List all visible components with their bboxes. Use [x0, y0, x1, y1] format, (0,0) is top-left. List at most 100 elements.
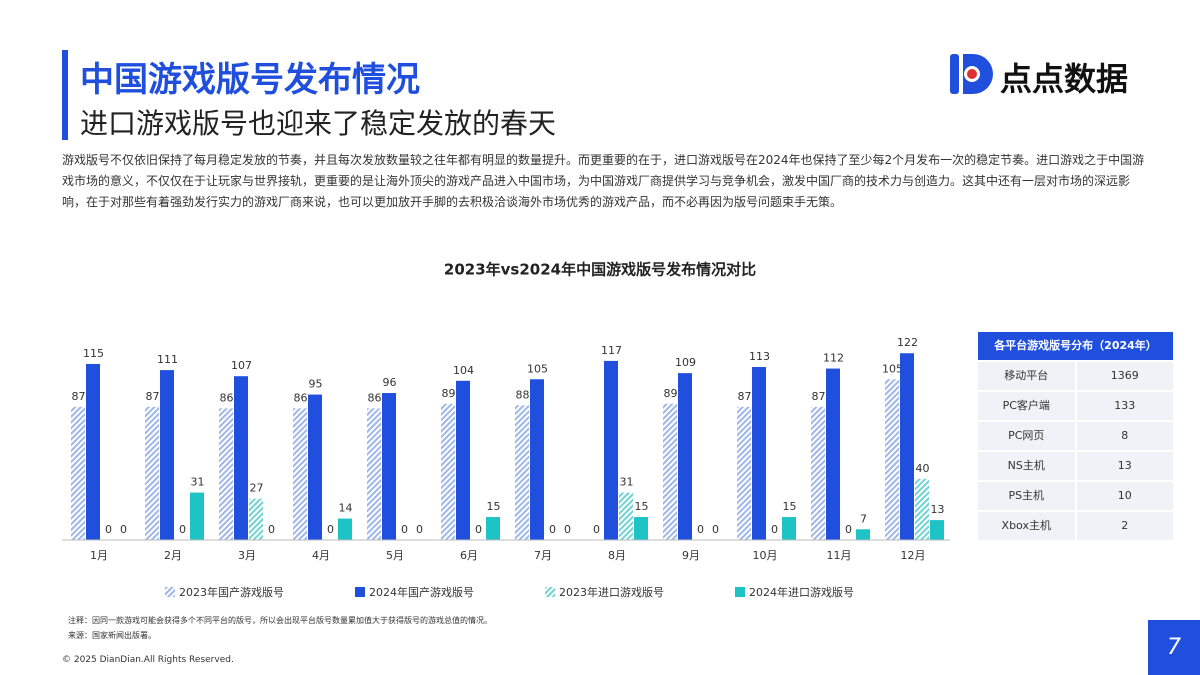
legend-swatch — [545, 587, 555, 597]
x-tick-label: 12月 — [901, 549, 926, 562]
data-label: 0 — [120, 523, 127, 536]
table: 各平台游戏版号分布（2024年） 移动平台 1369 PC客户端 133 PC网页 8 NS… — [978, 332, 1173, 540]
data-label: 31 — [620, 476, 634, 489]
data-label: 0 — [549, 523, 556, 536]
accent-bar — [62, 50, 68, 140]
legend-swatch — [165, 587, 175, 597]
data-label: 15 — [635, 500, 649, 513]
data-label: 0 — [593, 523, 600, 536]
data-label: 0 — [268, 523, 275, 536]
data-label: 86 — [368, 391, 382, 404]
table-cell: 133 — [1114, 399, 1136, 412]
data-label: 0 — [327, 523, 334, 536]
bar — [619, 492, 633, 540]
data-label: 95 — [309, 378, 323, 391]
bar — [71, 406, 85, 540]
table-cell: 13 — [1117, 459, 1132, 472]
data-label: 14 — [339, 502, 353, 515]
data-label: 15 — [487, 500, 501, 513]
subtitle: 进口游戏版号也迎来了稳定发放的春天 — [80, 107, 557, 140]
data-label: 96 — [383, 376, 397, 389]
bar — [367, 408, 381, 540]
x-tick-label: 8月 — [608, 549, 626, 562]
data-label: 0 — [564, 523, 571, 536]
bar — [515, 405, 529, 540]
data-label: 109 — [675, 356, 696, 369]
data-label: 111 — [157, 353, 178, 366]
bar — [234, 376, 248, 540]
table-cell: 1369 — [1110, 369, 1139, 382]
data-label: 87 — [738, 390, 752, 403]
table-cell: 移动平台 — [978, 362, 1077, 390]
copyright: © 2025 DianDian.All Rights Reserved. — [62, 655, 234, 665]
data-label: 27 — [250, 482, 264, 495]
legend-swatch — [735, 587, 745, 597]
table-cell: 10 — [1117, 489, 1132, 502]
x-tick-label: 2月 — [164, 549, 182, 562]
data-label: 86 — [294, 391, 308, 404]
bar — [885, 379, 899, 540]
data-label: 0 — [712, 523, 719, 536]
data-label: 0 — [697, 523, 704, 536]
bar — [219, 408, 233, 540]
legend-label: 2024年进口游戏版号 — [749, 585, 854, 599]
x-tick-label: 10月 — [753, 549, 778, 562]
table-cell: 2 — [1121, 519, 1129, 532]
chart-title: 2023年vs2024年中国游戏版号发布情况对比 — [444, 261, 756, 279]
data-label: 86 — [220, 391, 234, 404]
x-tick-label: 5月 — [386, 549, 404, 562]
bar — [249, 498, 263, 540]
table-header: 各平台游戏版号分布（2024年） — [978, 332, 1173, 360]
title: 中国游戏版号发布情况 — [80, 60, 420, 100]
data-label: 0 — [105, 523, 112, 536]
table-row: PC网页 8 — [978, 422, 1173, 450]
x-tick-label: 4月 — [312, 549, 330, 562]
data-label: 87 — [146, 390, 160, 403]
data-label: 104 — [453, 364, 474, 377]
table-cell: PC客户端 — [978, 392, 1077, 420]
x-tick-label: 11月 — [827, 549, 852, 562]
legend-label: 2023年国产游戏版号 — [179, 585, 284, 599]
table-row: Xbox主机 2 — [978, 512, 1173, 540]
table-cell: 8 — [1121, 429, 1129, 442]
data-label: 105 — [882, 362, 903, 375]
body-text: 游戏版号不仅依旧保持了每月稳定发放的节奏，并且每次发放数量较之往年都有明显的数量… — [62, 153, 1145, 209]
bar — [604, 360, 618, 540]
data-label: 0 — [179, 523, 186, 536]
bar — [145, 406, 159, 540]
bar — [190, 492, 204, 540]
data-label: 87 — [812, 390, 826, 403]
data-label: 0 — [475, 523, 482, 536]
bar — [663, 403, 677, 540]
data-label: 107 — [231, 359, 252, 372]
data-label: 113 — [749, 350, 770, 363]
table-cell: Xbox主机 — [978, 512, 1077, 540]
x-tick-label: 6月 — [460, 549, 478, 562]
source: 来源：国家新闻出版署。 — [68, 631, 156, 640]
bar — [486, 517, 500, 540]
bar — [900, 353, 914, 540]
table-row: PS主机 10 — [978, 482, 1173, 510]
data-label: 15 — [783, 500, 797, 513]
data-label: 115 — [83, 347, 104, 360]
bar — [382, 393, 396, 540]
data-label: 0 — [416, 523, 423, 536]
bar — [930, 520, 944, 540]
table-cell: NS主机 — [978, 452, 1077, 480]
data-label: 112 — [823, 352, 844, 365]
bar — [634, 517, 648, 540]
bar — [856, 529, 870, 540]
data-label: 40 — [916, 462, 930, 475]
table-row: NS主机 13 — [978, 452, 1173, 480]
data-label: 31 — [191, 476, 205, 489]
bar — [160, 370, 174, 540]
bar — [293, 408, 307, 540]
logo-text: 点点数据 — [1000, 60, 1129, 98]
data-label: 117 — [601, 344, 622, 357]
x-tick-label: 7月 — [534, 549, 552, 562]
data-label: 87 — [72, 390, 86, 403]
data-label: 13 — [931, 503, 945, 516]
legend-label: 2023年进口游戏版号 — [559, 585, 664, 599]
table-row: PC客户端 133 — [978, 392, 1173, 420]
